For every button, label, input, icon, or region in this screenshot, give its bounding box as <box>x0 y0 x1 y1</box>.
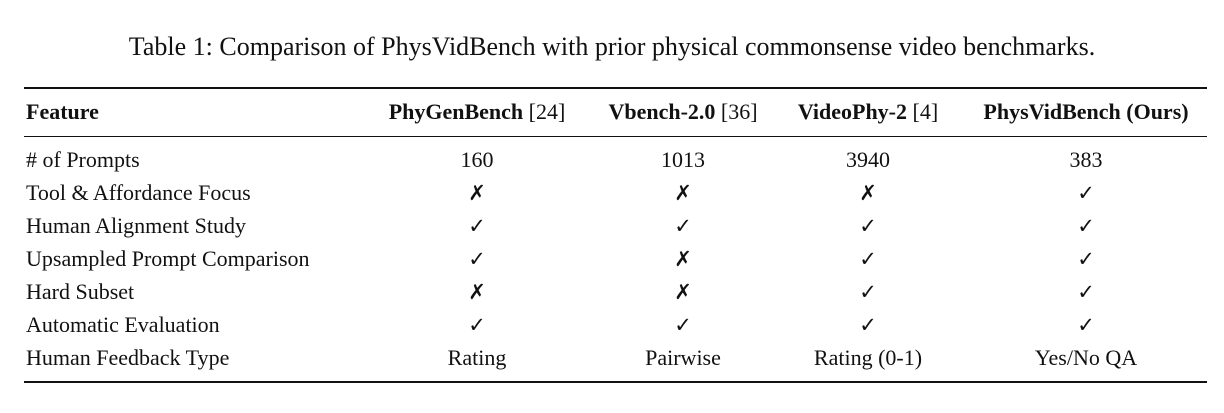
table-cell: Rating <box>447 345 507 370</box>
table-cell: Automatic Evaluation <box>26 312 220 337</box>
table-cell: Tool & Affordance Focus <box>26 180 251 205</box>
table-cell: 160 <box>460 147 494 172</box>
table-cell: ✓ <box>859 214 877 238</box>
header-name: PhyGenBench <box>388 99 524 124</box>
table-cell: # of Prompts <box>26 147 140 172</box>
table-cell: ✓ <box>859 247 877 271</box>
header-ref: [24] <box>528 99 566 124</box>
table-cell: ✗ <box>674 280 692 304</box>
table-cell: ✓ <box>1077 181 1095 205</box>
table-cell: ✓ <box>859 280 877 304</box>
header-ref: [4] <box>912 99 939 124</box>
table-caption: Table 1: Comparison of PhysVidBench with… <box>128 32 1096 61</box>
header-ref: [36] <box>720 99 758 124</box>
table-cell: Pairwise <box>645 345 721 370</box>
table-cell: ✓ <box>468 313 486 337</box>
header-cell: Vbench-2.0 [36] <box>608 97 757 127</box>
header-cell: PhysVidBench (Ours) <box>983 97 1188 127</box>
table-cell: ✓ <box>1077 313 1095 337</box>
table-cell: ✓ <box>1077 214 1095 238</box>
mid-rule <box>24 136 1207 137</box>
table-cell: ✗ <box>674 181 692 205</box>
table-cell: Yes/No QA <box>1034 345 1138 370</box>
table-cell: ✓ <box>468 214 486 238</box>
table-cell: ✗ <box>468 181 486 205</box>
table-cell: ✗ <box>468 280 486 304</box>
table-cell: ✓ <box>1077 247 1095 271</box>
table-cell: Upsampled Prompt Comparison <box>26 246 310 271</box>
table-cell: ✓ <box>1077 280 1095 304</box>
header-cell: Feature <box>26 97 99 127</box>
top-rule <box>24 87 1207 89</box>
table-cell: Human Alignment Study <box>26 213 246 238</box>
table-cell: Hard Subset <box>26 279 135 304</box>
table-cell: 1013 <box>661 147 705 172</box>
header-cell: PhyGenBench [24] <box>389 97 566 127</box>
table-cell: ✓ <box>674 313 692 337</box>
table-cell: Rating (0-1) <box>813 345 923 370</box>
table-cell: Human Feedback Type <box>26 345 230 370</box>
table-cell: ✗ <box>859 181 877 205</box>
table-cell: ✓ <box>859 313 877 337</box>
header-cell: VideoPhy-2 [4] <box>798 97 938 127</box>
table-cell: ✗ <box>674 247 692 271</box>
header-name: PhysVidBench (Ours) <box>983 99 1189 124</box>
table-cell: 383 <box>1069 147 1103 172</box>
table-cell: 3940 <box>846 147 890 172</box>
header-name: Vbench-2.0 <box>608 99 716 124</box>
table-cell: ✓ <box>468 247 486 271</box>
bottom-rule <box>24 381 1207 383</box>
table-cell: ✓ <box>674 214 692 238</box>
header-name: Feature <box>26 99 99 124</box>
header-name: VideoPhy-2 <box>797 99 908 124</box>
